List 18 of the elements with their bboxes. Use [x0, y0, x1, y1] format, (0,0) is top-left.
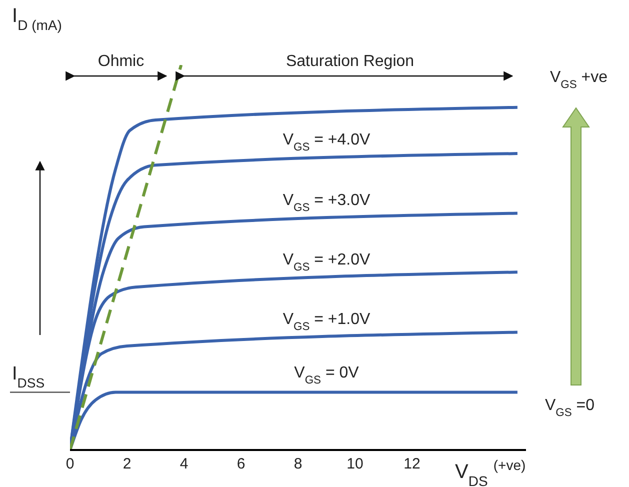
series-label: V$_{GS}$ = +2.0V: [282, 252, 370, 274]
x-tick-label: 0: [66, 456, 74, 473]
x-tick-label: 2: [122, 456, 132, 473]
series-label: V$_{GS}$ = +3.0V: [282, 192, 370, 214]
x-tick-label: 12: [404, 456, 420, 473]
series-label: V$_{GS}$ = +1.0V: [282, 310, 370, 333]
y-axis-title: I$_{D (mA)}$: [12, 5, 62, 33]
text: V$_{GS}$ =0: [545, 397, 595, 419]
x-tick-label: 4: [180, 456, 188, 473]
series-label: V$_{GS}$ = 0V: [294, 364, 360, 386]
series-label: V$_{GS}$ = +4.0V: [282, 132, 370, 154]
annotation: Saturation Region: [286, 53, 414, 70]
text: V$_{GS}$ +ve: [550, 69, 608, 91]
annotation: Ohmic: [98, 53, 144, 70]
x-tick-label: 10: [346, 456, 364, 473]
x-tick-label: 8: [294, 456, 302, 473]
x-tick-label: 6: [236, 456, 246, 473]
ref-line-label: I$_{DSS}$: [12, 363, 45, 390]
